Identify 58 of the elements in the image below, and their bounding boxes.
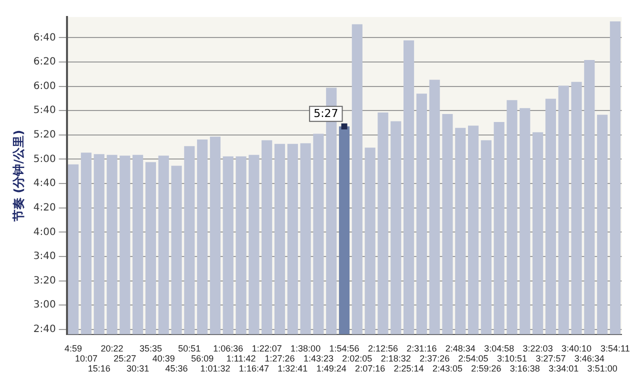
x-tick-label: 1:54:56 <box>329 344 360 354</box>
x-tick-label: 1:43:23 <box>303 354 334 364</box>
x-tick-label: 40:39 <box>152 354 175 364</box>
y-tick-label: 6:00 <box>33 80 56 92</box>
x-tick-label: 35:35 <box>139 344 162 354</box>
x-tick-label: 2:48:34 <box>445 344 476 354</box>
x-tick-label: 56:09 <box>191 354 214 364</box>
x-tick-label: 45:36 <box>165 364 188 374</box>
x-tick-label: 10:07 <box>74 354 98 364</box>
x-tick-label: 1:16:47 <box>238 364 269 374</box>
x-tick-label: 3:04:58 <box>484 344 514 354</box>
x-tick-label: 1:27:26 <box>264 354 295 364</box>
x-tick-label: 1:49:24 <box>316 364 346 374</box>
y-tick-label: 5:40 <box>33 105 56 116</box>
x-tick-label: 4:59 <box>64 344 82 354</box>
x-tick-label: 2:43:05 <box>432 364 463 374</box>
y-tick-label: 4:20 <box>33 202 56 214</box>
y-tick-label: 6:40 <box>33 32 56 44</box>
x-tick-label: 30:31 <box>126 364 150 374</box>
x-tick-label: 2:12:56 <box>368 344 398 354</box>
y-tick-label: 4:00 <box>33 226 56 238</box>
x-tick-label: 3:10:51 <box>496 354 528 364</box>
x-tick-label: 3:40:10 <box>562 344 592 354</box>
y-tick-label: 3:20 <box>33 275 56 286</box>
x-tick-label: 2:59:26 <box>471 364 502 374</box>
y-tick-label: 3:00 <box>33 300 56 311</box>
y-tick-label: 2:40 <box>33 324 56 336</box>
y-axis-title: 节奏 (分钟/公里) <box>11 130 26 222</box>
x-tick-label: 2:18:32 <box>380 354 411 364</box>
x-tick-label: 3:22:03 <box>522 344 553 354</box>
x-tick-label: 2:25:14 <box>394 364 424 374</box>
x-tick-label: 50:51 <box>178 344 201 354</box>
x-tick-label: 1:06:36 <box>213 344 244 354</box>
x-tick-label: 2:54:05 <box>458 354 488 364</box>
x-tick-label: 3:54:11 <box>600 344 630 354</box>
annotation: 5:27 <box>314 106 338 120</box>
x-tick-label: 3:46:34 <box>574 354 604 364</box>
x-tick-label: 2:07:16 <box>355 364 386 374</box>
x-tick-label: 1:22:07 <box>252 344 282 354</box>
y-tick-label: 5:00 <box>33 154 56 165</box>
x-tick-label: 1:11:42 <box>226 354 256 364</box>
y-tick-label: 5:20 <box>33 130 56 141</box>
x-tick-label: 2:02:05 <box>342 354 372 364</box>
x-tick-label: 1:01:32 <box>200 364 230 374</box>
x-tick-label: 3:27:57 <box>536 354 566 364</box>
x-tick-label: 15:16 <box>88 364 110 374</box>
y-tick-label: 3:40 <box>33 251 56 262</box>
x-tick-label: 3:16:38 <box>510 364 540 374</box>
x-tick-label: 2:37:26 <box>420 354 450 364</box>
x-tick-label: 3:51:00 <box>587 364 618 374</box>
x-tick-label: 1:32:41 <box>278 364 308 374</box>
y-tick-label: 6:20 <box>33 56 56 68</box>
x-tick-label: 3:34:01 <box>548 364 579 374</box>
x-tick-label: 1:38:00 <box>290 344 321 354</box>
x-tick-label: 20:22 <box>100 344 124 354</box>
x-tick-label: 2:31:16 <box>406 344 437 354</box>
y-tick-label: 4:40 <box>33 178 56 190</box>
x-tick-label: 25:27 <box>114 354 136 364</box>
